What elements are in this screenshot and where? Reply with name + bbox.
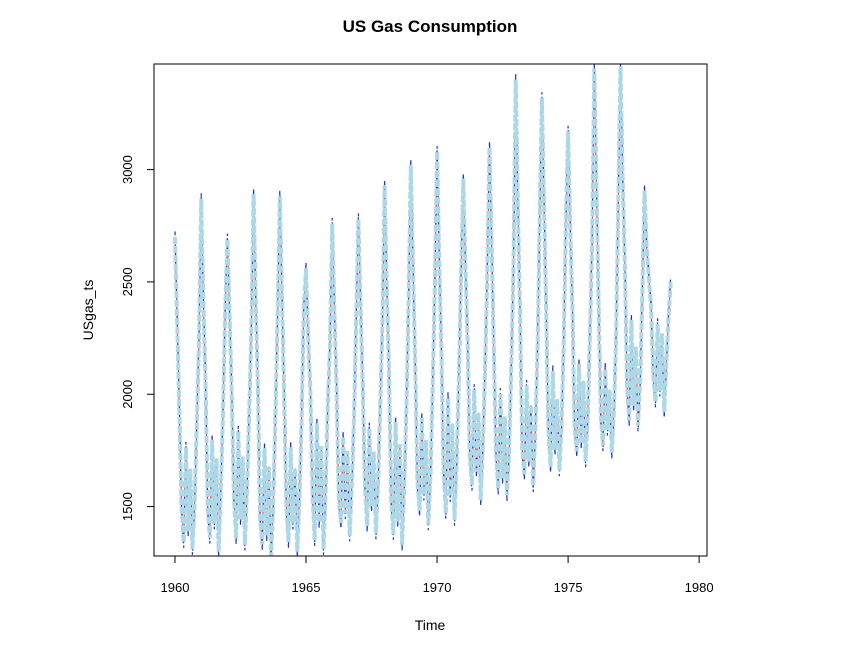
y-tick-label: 3000 [120, 155, 135, 184]
x-tick-label: 1975 [554, 580, 583, 595]
y-axis: 1500 2000 2500 3000 [120, 155, 155, 521]
x-tick-label: 1960 [161, 580, 190, 595]
x-axis-label: Time [415, 617, 446, 633]
series-layer [173, 64, 673, 556]
y-tick-label: 2500 [120, 267, 135, 296]
chart-title: US Gas Consumption [343, 17, 518, 36]
y-axis-label: USgas_ts [80, 280, 96, 341]
x-tick-label: 1965 [292, 580, 321, 595]
y-tick-label: 1500 [120, 492, 135, 521]
x-axis: 1960 1965 1970 1975 1980 [161, 555, 714, 595]
series-line-smoothed [173, 66, 673, 556]
x-tick-label: 1980 [685, 580, 714, 595]
x-tick-label: 1970 [423, 580, 452, 595]
y-tick-label: 2000 [120, 380, 135, 409]
